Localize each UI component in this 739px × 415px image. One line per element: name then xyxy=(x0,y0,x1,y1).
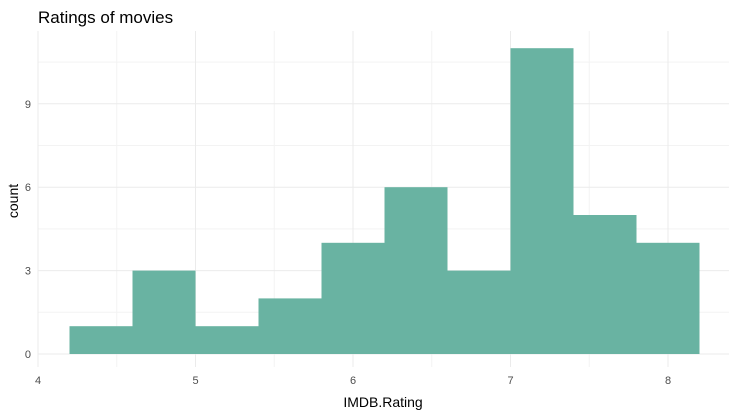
x-axis-label: IMDB.Rating xyxy=(343,394,422,410)
histogram-bar xyxy=(573,215,637,354)
histogram-bar xyxy=(384,187,448,354)
y-tick-label: 0 xyxy=(25,349,31,361)
y-axis-ticks: 0 3 6 9 xyxy=(25,99,31,361)
y-axis-label: count xyxy=(5,184,21,218)
histogram-bar xyxy=(447,270,511,354)
histogram-bar xyxy=(195,326,259,354)
x-tick-label: 6 xyxy=(350,375,356,387)
x-tick-label: 7 xyxy=(507,375,513,387)
chart-title: Ratings of movies xyxy=(38,8,173,27)
y-tick-label: 9 xyxy=(25,99,31,111)
bars xyxy=(69,48,700,354)
histogram-bar xyxy=(636,242,700,354)
histogram-bar xyxy=(69,326,133,354)
x-tick-label: 5 xyxy=(192,375,198,387)
y-tick-label: 6 xyxy=(25,182,31,194)
histogram-bar xyxy=(258,298,322,354)
histogram-bar xyxy=(321,242,385,354)
x-tick-label: 4 xyxy=(35,375,41,387)
x-axis-ticks: 4 5 6 7 8 xyxy=(35,375,671,387)
y-tick-label: 3 xyxy=(25,266,31,278)
x-tick-label: 8 xyxy=(665,375,671,387)
histogram-bar xyxy=(510,48,574,354)
histogram-bar xyxy=(132,270,196,354)
